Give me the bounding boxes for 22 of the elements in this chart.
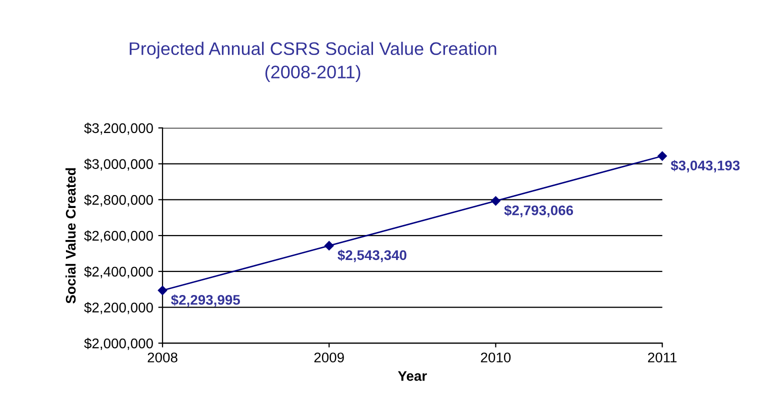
x-tick-label: 2011	[648, 352, 677, 362]
x-tick-label: 2008	[148, 352, 178, 362]
point	[491, 196, 500, 206]
y-tick-label: $2,800,000	[84, 194, 153, 206]
y-tick-label: $3,200,000	[84, 122, 153, 135]
chart-title: Projected Annual CSRS Social Value Creation (2008-2011)	[130, 42, 496, 82]
y-tick-label: $2,600,000	[84, 230, 153, 242]
data-label: $2,793,066	[504, 204, 574, 218]
data-label: $2,293,995	[171, 294, 240, 307]
point	[158, 286, 168, 296]
y-tick-label: $2,200,000	[84, 302, 153, 314]
data-label: $3,043,193	[670, 160, 740, 172]
x-axis-title: Year	[398, 371, 427, 381]
data-label: $2,543,340	[338, 250, 406, 262]
y-tick-label: $2,000,000	[84, 338, 153, 350]
x-tick-label: 2009	[314, 352, 344, 362]
y-axis-title: Social Value Created	[65, 168, 76, 304]
point	[658, 151, 667, 161]
point	[324, 241, 334, 250]
y-tick-label: $3,000,000	[84, 158, 153, 171]
x-tick-label: 2010	[480, 352, 511, 362]
y-tick-label: $2,400,000	[84, 266, 153, 278]
